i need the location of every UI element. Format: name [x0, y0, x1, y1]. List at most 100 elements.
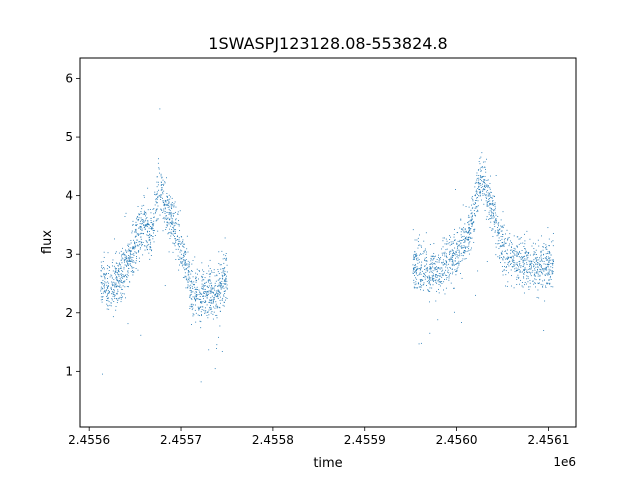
data-point: [115, 286, 117, 288]
data-point: [224, 290, 226, 292]
data-point: [435, 279, 437, 281]
data-point: [444, 271, 446, 273]
data-point: [510, 263, 512, 264]
data-point: [133, 247, 135, 249]
data-point: [470, 249, 472, 251]
data-point: [216, 317, 218, 319]
data-point: [183, 259, 185, 261]
data-point: [141, 219, 142, 221]
data-point: [110, 286, 112, 288]
data-point: [118, 269, 120, 271]
data-point: [462, 204, 464, 206]
data-point: [198, 308, 200, 310]
data-point: [209, 283, 211, 285]
data-point: [203, 291, 205, 293]
data-point: [436, 268, 438, 270]
data-point: [493, 196, 495, 198]
data-point: [454, 269, 456, 271]
data-point: [464, 246, 466, 248]
data-point: [117, 272, 118, 274]
data-point: [486, 198, 488, 199]
data-point: [115, 285, 117, 287]
data-point: [149, 239, 151, 241]
data-point: [535, 263, 537, 265]
data-point: [470, 220, 472, 221]
data-point: [156, 198, 158, 200]
data-point: [198, 308, 199, 310]
data-point: [489, 200, 491, 202]
data-point: [454, 253, 456, 255]
data-point: [477, 181, 479, 183]
data-point: [163, 190, 165, 192]
data-point: [528, 286, 529, 288]
data-point: [447, 267, 448, 269]
data-point: [136, 239, 138, 241]
data-point: [144, 224, 146, 226]
data-point: [552, 262, 554, 264]
data-point: [526, 254, 528, 256]
data-point: [430, 269, 432, 271]
data-point: [550, 254, 552, 256]
data-point: [548, 279, 550, 281]
data-point: [435, 281, 437, 283]
data-point: [479, 168, 481, 170]
data-point: [103, 274, 105, 276]
data-point: [475, 181, 477, 183]
data-point: [199, 270, 201, 272]
data-point: [195, 289, 197, 291]
data-point: [136, 245, 138, 247]
data-point: [104, 291, 106, 293]
data-point: [125, 264, 127, 266]
data-point: [511, 243, 513, 245]
data-point: [108, 308, 110, 310]
data-point: [115, 277, 117, 279]
data-point: [207, 279, 209, 281]
data-point: [465, 258, 467, 259]
data-point: [211, 288, 213, 290]
data-point: [191, 280, 193, 282]
data-point: [143, 245, 145, 247]
data-point: [434, 267, 436, 269]
data-point: [211, 295, 213, 297]
data-point: [132, 247, 134, 249]
data-point: [549, 252, 551, 254]
data-point: [505, 233, 506, 235]
data-point: [552, 267, 554, 269]
data-point: [129, 250, 131, 252]
data-point: [153, 213, 155, 215]
data-point: [524, 258, 526, 260]
data-point: [184, 265, 186, 266]
data-point: [145, 213, 147, 215]
data-point: [441, 283, 443, 285]
data-point: [450, 236, 451, 238]
data-point: [535, 286, 536, 288]
data-point: [156, 176, 158, 178]
data-point: [543, 279, 545, 281]
data-point: [210, 297, 212, 299]
data-point: [109, 267, 111, 268]
data-point: [495, 219, 497, 220]
data-point: [491, 197, 493, 199]
data-point: [511, 285, 512, 287]
data-point: [549, 257, 551, 259]
data-point: [127, 275, 129, 277]
data-point: [510, 269, 512, 271]
data-point: [152, 225, 154, 227]
data-point: [450, 258, 452, 260]
data-point: [135, 262, 137, 264]
data-point: [165, 203, 167, 205]
data-point: [484, 189, 486, 190]
data-point: [145, 211, 147, 213]
data-point: [442, 254, 443, 256]
data-point: [550, 286, 552, 288]
data-point: [115, 274, 117, 276]
data-point: [147, 222, 149, 224]
data-point: [189, 308, 191, 310]
data-point: [460, 218, 462, 220]
data-point: [516, 254, 518, 256]
data-point: [495, 219, 497, 221]
data-point: [187, 274, 189, 276]
data-point: [523, 263, 525, 265]
data-point: [140, 243, 142, 245]
data-point: [172, 204, 174, 206]
